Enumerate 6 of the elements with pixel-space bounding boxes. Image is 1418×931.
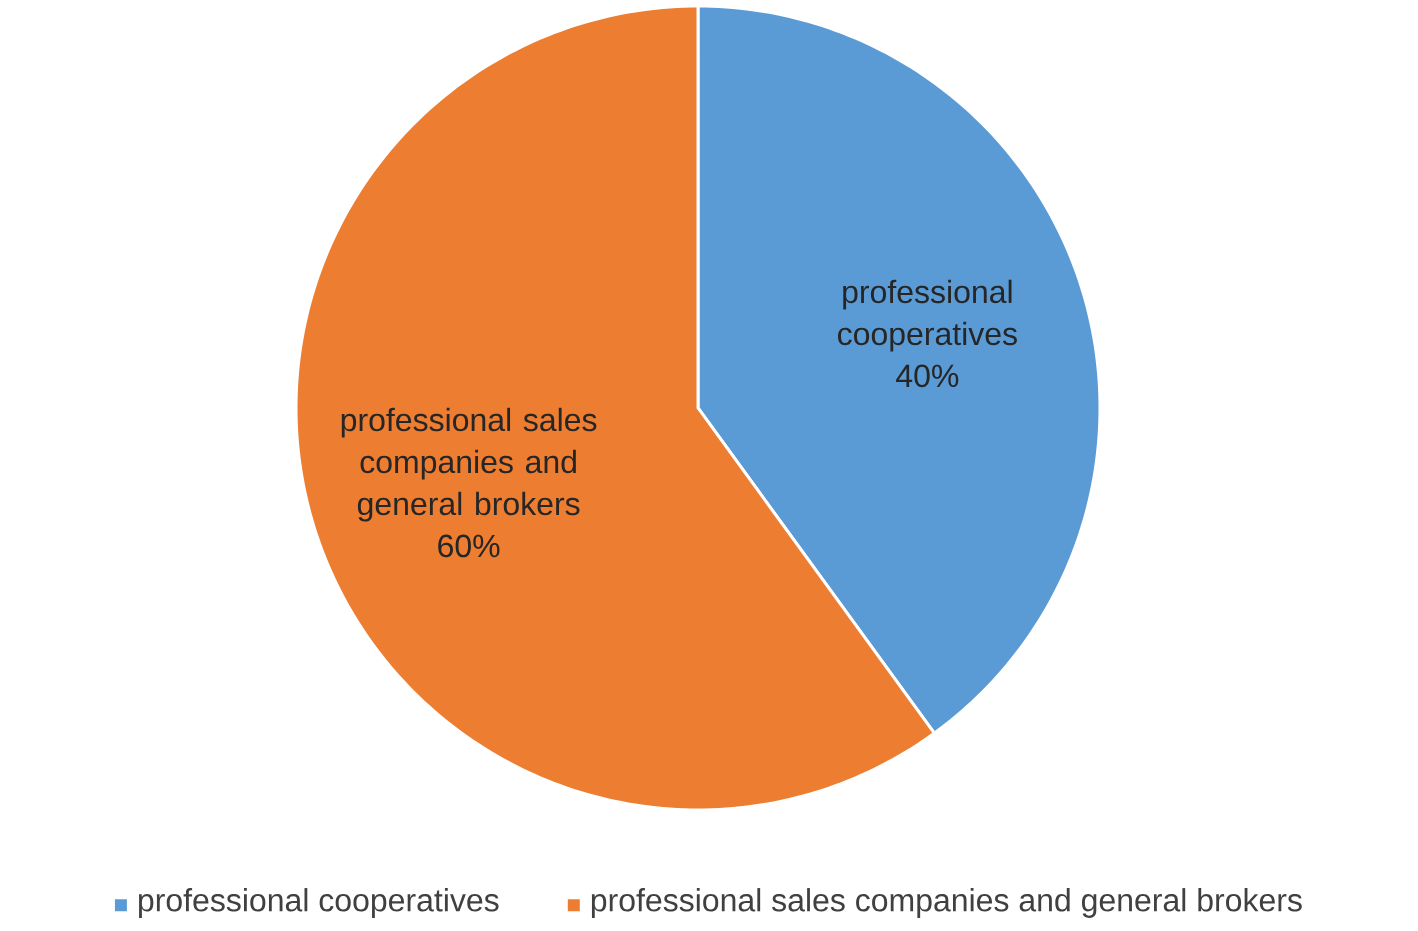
legend-label: professional cooperatives [139, 888, 499, 918]
data-label: 60% [438, 534, 500, 558]
legend-label: professional sales companies and general brokers [591, 888, 1302, 918]
slice-label: professional sales companies and general brokers [341, 407, 597, 522]
slice-label: professional cooperatives [838, 279, 1017, 352]
data-label: 40% [896, 364, 959, 388]
